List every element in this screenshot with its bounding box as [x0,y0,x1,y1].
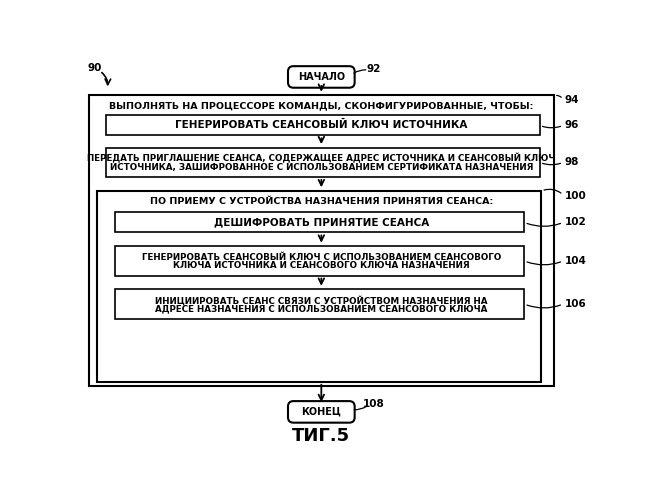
Text: 92: 92 [367,64,381,74]
Text: 94: 94 [564,95,579,105]
Bar [106,148,540,177]
Text: ГЕНЕРИРОВАТЬ СЕАНСОВЫЙ КЛЮЧ С ИСПОЛЬЗОВАНИЕМ СЕАНСОВОГО: ГЕНЕРИРОВАТЬ СЕАНСОВЫЙ КЛЮЧ С ИСПОЛЬЗОВА… [141,252,501,262]
Bar [115,246,524,276]
Text: ВЫПОЛНЯТЬ НА ПРОЦЕССОРЕ КОМАНДЫ, СКОНФИГУРИРОВАННЫЕ, ЧТОБЫ:: ВЫПОЛНЯТЬ НА ПРОЦЕССОРЕ КОМАНДЫ, СКОНФИГ… [109,102,533,110]
Text: 90: 90 [88,62,102,72]
Text: ИНИЦИИРОВАТЬ СЕАНС СВЯЗИ С УСТРОЙСТВОМ НАЗНАЧЕНИЯ НА: ИНИЦИИРОВАТЬ СЕАНС СВЯЗИ С УСТРОЙСТВОМ Н… [155,296,488,305]
Text: КОНЕЦ: КОНЕЦ [301,407,341,417]
FancyBboxPatch shape [288,401,355,422]
Text: 96: 96 [564,120,579,130]
Text: ΤИГ.5: ΤИГ.5 [292,427,350,445]
Text: ИСТОЧНИКА, ЗАШИФРОВАННОЕ С ИСПОЛЬЗОВАНИЕМ СЕРТИФИКАТА НАЗНАЧЕНИЯ: ИСТОЧНИКА, ЗАШИФРОВАННОЕ С ИСПОЛЬЗОВАНИЕ… [110,162,533,172]
Bar [115,212,524,233]
Text: ДЕШИФРОВАТЬ ПРИНЯТИЕ СЕАНСА: ДЕШИФРОВАТЬ ПРИНЯТИЕ СЕАНСА [214,218,429,228]
Text: АДРЕСЕ НАЗНАЧЕНИЯ С ИСПОЛЬЗОВАНИЕМ СЕАНСОВОГО КЛЮЧА: АДРЕСЕ НАЗНАЧЕНИЯ С ИСПОЛЬЗОВАНИЕМ СЕАНС… [155,304,488,313]
Text: КЛЮЧА ИСТОЧНИКА И СЕАНСОВОГО КЛЮЧА НАЗНАЧЕНИЯ: КЛЮЧА ИСТОЧНИКА И СЕАНСОВОГО КЛЮЧА НАЗНА… [173,261,469,270]
Text: 102: 102 [564,218,586,228]
Text: 98: 98 [564,158,579,168]
Bar [106,116,540,136]
Text: 106: 106 [564,299,586,309]
Text: ПЕРЕДАТЬ ПРИГЛАШЕНИЕ СЕАНСА, СОДЕРЖАЩЕЕ АДРЕС ИСТОЧНИКА И СЕАНСОВЫЙ КЛЮЧ: ПЕРЕДАТЬ ПРИГЛАШЕНИЕ СЕАНСА, СОДЕРЖАЩЕЕ … [87,154,555,164]
FancyBboxPatch shape [288,66,355,88]
Bar [115,290,524,318]
Bar [97,191,541,382]
Text: 104: 104 [564,256,586,266]
Text: 108: 108 [363,399,385,409]
Text: ПО ПРИЕМУ С УСТРОЙСТВА НАЗНАЧЕНИЯ ПРИНЯТИЯ СЕАНСА:: ПО ПРИЕМУ С УСТРОЙСТВА НАЗНАЧЕНИЯ ПРИНЯТ… [149,197,493,206]
Bar [89,96,554,387]
Text: НАЧАЛО: НАЧАЛО [297,72,345,82]
Text: ГЕНЕРИРОВАТЬ СЕАНСОВЫЙ КЛЮЧ ИСТОЧНИКА: ГЕНЕРИРОВАТЬ СЕАНСОВЫЙ КЛЮЧ ИСТОЧНИКА [175,120,467,130]
Text: 100: 100 [564,190,586,200]
